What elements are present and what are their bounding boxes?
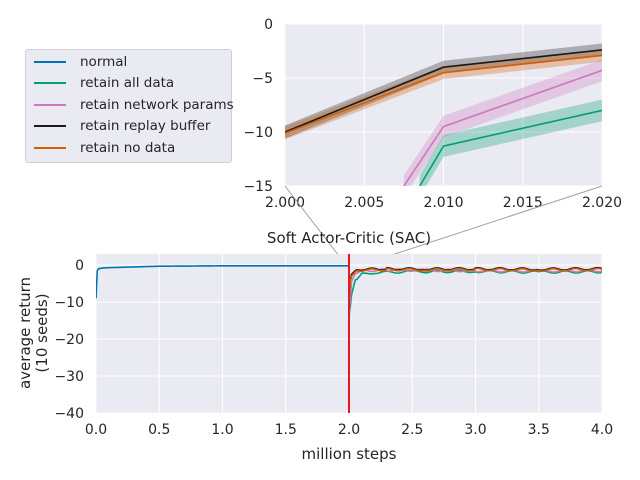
main-ticks: 0.0 0.5 1.0 1.5 2.0 2.5 3.0 3.5 4.0 0 −10 −20 −30 −40 [54,258,613,438]
y-tick-label: −40 [54,406,84,422]
series-line-retain-all-data [348,269,602,321]
x-tick-label: 2.020 [582,195,622,211]
legend-item: normal [34,52,127,72]
legend-swatch [34,104,66,106]
y-axis-label-line1: average return [16,277,34,389]
legend-swatch [34,61,66,63]
inset-ticks: 2.000 2.005 2.010 2.015 2.020 0 −5 −10 −15 [243,17,622,211]
x-tick-label: 4.0 [591,422,613,438]
legend-label: retain network params [80,97,234,113]
x-tick-label: 1.0 [211,422,233,438]
y-tick-label: −30 [54,369,84,385]
y-tick-label: −10 [54,295,84,311]
legend-item: retain all data [34,73,174,93]
series-line-retain-no-data [285,54,602,134]
y-tick-label: −10 [243,125,273,141]
legend-label: retain all data [80,75,175,91]
x-tick-label: 3.0 [464,422,486,438]
band-retain-network-params [403,59,602,186]
legend-item: retain network params [34,95,234,115]
x-axis-label: million steps [302,445,397,463]
y-tick-label: −20 [54,332,84,348]
x-tick-label: 3.5 [528,422,550,438]
legend-item: retain no data [34,138,175,158]
y-tick-label: 0 [75,258,84,274]
inset-plot: 2.000 2.005 2.010 2.015 2.020 0 −5 −10 −15 [243,17,622,211]
x-tick-label: 2.5 [401,422,423,438]
legend-swatch [34,82,66,84]
inset-grid [284,23,603,187]
legend-label: retain no data [80,140,176,156]
y-tick-label: 0 [264,17,273,33]
x-tick-label: 2.015 [503,195,543,211]
chart-title: Soft Actor-Critic (SAC) [267,229,431,247]
series-line-retain-all-data [419,109,602,186]
series-line-retain-network-params [403,69,602,186]
y-tick-label: −5 [252,71,273,87]
series-line-normal [96,265,349,299]
x-tick-label: 0.5 [148,422,170,438]
inset-lines [285,49,602,186]
series-line-retain-no-data [348,267,602,303]
main-plot: Soft Actor-Critic (SAC) 0.0 0.5 1.0 1.5 2.0 2… [16,229,613,463]
x-tick-label: 2.0 [338,422,360,438]
y-tick-label: −15 [243,179,273,195]
x-tick-label: 2.005 [344,195,384,211]
main-lines [96,265,602,321]
x-tick-label: 0.0 [85,422,107,438]
legend-label: retain replay buffer [80,118,211,134]
series-line-retain-replay-buffer [285,49,602,133]
x-tick-label: 2.000 [265,195,305,211]
legend-label: normal [80,54,128,70]
legend: normal retain all data retain network pa… [25,49,234,163]
x-tick-label: 1.5 [275,422,297,438]
x-tick-label: 2.010 [423,195,463,211]
legend-item: retain replay buffer [34,116,210,136]
y-axis-label-line2: (10 seeds) [33,293,51,372]
legend-swatch [34,125,66,127]
legend-swatch [34,147,66,149]
